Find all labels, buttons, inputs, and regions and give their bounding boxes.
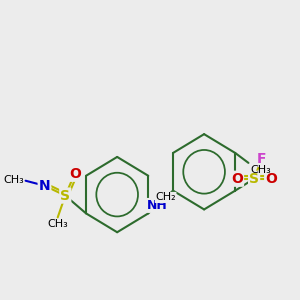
Text: O: O [231, 172, 243, 186]
Text: CH₂: CH₂ [155, 193, 176, 202]
Text: F: F [257, 152, 266, 166]
Text: CH₃: CH₃ [3, 175, 24, 185]
Text: S: S [60, 189, 70, 202]
Text: CH₃: CH₃ [47, 219, 68, 230]
Text: O: O [265, 172, 277, 186]
Text: NH: NH [146, 199, 167, 212]
Text: O: O [69, 167, 81, 181]
Text: N: N [39, 179, 50, 193]
Text: CH₃: CH₃ [250, 165, 271, 175]
Text: S: S [249, 172, 259, 186]
